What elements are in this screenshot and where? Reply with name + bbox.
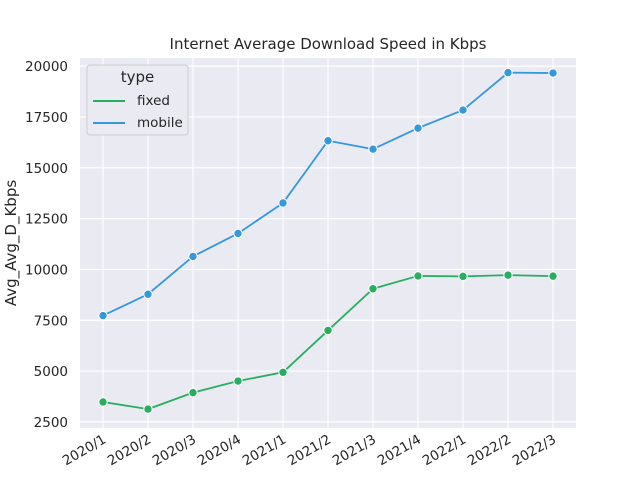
y-tick-label: 20000 <box>25 59 68 75</box>
data-point-mobile <box>413 123 423 133</box>
data-point-mobile <box>368 144 378 154</box>
y-tick-label: 17500 <box>25 110 68 126</box>
data-point-mobile <box>278 198 288 208</box>
data-point-fixed <box>98 397 108 407</box>
data-point-fixed <box>368 284 378 294</box>
x-tick-label: 2021/1 <box>240 432 289 470</box>
x-tick-label: 2021/4 <box>375 432 424 470</box>
data-point-fixed <box>413 271 423 281</box>
legend: type fixed mobile <box>86 64 189 136</box>
x-tick-label: 2022/3 <box>510 432 559 470</box>
x-tick-label: 2022/2 <box>465 432 514 470</box>
y-tick-label: 7500 <box>34 313 68 329</box>
chart-title: Internet Average Download Speed in Kbps <box>170 35 487 53</box>
x-tick-label: 2022/1 <box>420 432 469 470</box>
x-tick-label: 2021/2 <box>285 432 334 470</box>
legend-title: type <box>121 68 155 86</box>
data-point-fixed <box>143 404 153 414</box>
x-tick-label: 2020/1 <box>60 432 109 470</box>
data-point-fixed <box>233 376 243 386</box>
data-point-fixed <box>503 270 513 280</box>
x-tick-label: 2020/4 <box>195 432 244 470</box>
x-tick-labels: 2020/12020/22020/32020/42021/12021/22021… <box>60 432 559 470</box>
y-axis-label: Avg_Avg_D_Kbps <box>2 180 21 306</box>
data-point-fixed <box>458 271 468 282</box>
y-tick-labels: 2500 5000 7500 10000 12500 15000 17500 20000 <box>25 59 68 431</box>
data-point-mobile <box>233 228 243 239</box>
series-layer <box>98 67 558 414</box>
data-point-mobile <box>503 67 513 78</box>
x-tick-label: 2021/3 <box>330 432 379 470</box>
data-point-fixed <box>323 325 333 336</box>
y-tick-label: 5000 <box>34 364 68 380</box>
data-point-mobile <box>458 105 468 115</box>
data-point-fixed <box>188 387 198 398</box>
legend-frame <box>86 64 189 136</box>
y-tick-label: 15000 <box>25 161 68 177</box>
data-point-mobile <box>548 68 558 78</box>
x-tick-label: 2020/3 <box>150 432 199 470</box>
y-tick-label: 2500 <box>34 415 68 431</box>
x-tick-label: 2020/2 <box>105 432 154 470</box>
legend-label-mobile: mobile <box>137 115 183 131</box>
data-point-fixed <box>548 271 558 281</box>
data-point-mobile <box>98 310 108 321</box>
legend-label-fixed: fixed <box>137 93 170 109</box>
y-tick-label: 10000 <box>25 262 68 278</box>
data-point-mobile <box>143 289 153 299</box>
data-point-mobile <box>323 136 333 146</box>
data-point-fixed <box>278 367 288 377</box>
data-point-mobile <box>188 251 198 262</box>
y-tick-label: 12500 <box>25 212 68 228</box>
